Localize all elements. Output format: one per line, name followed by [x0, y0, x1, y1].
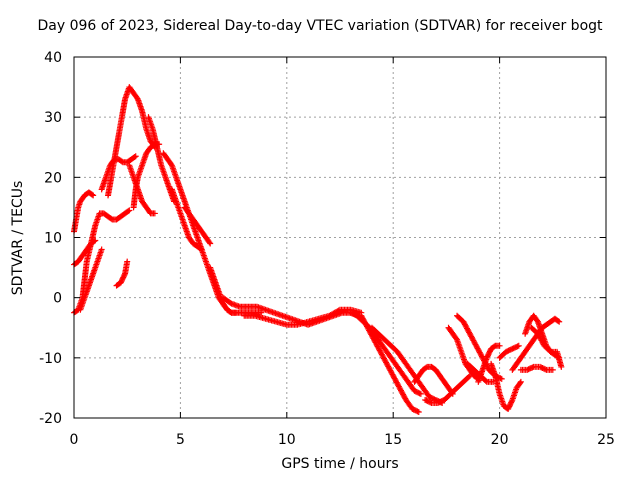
series-s20 — [411, 363, 456, 397]
data-point-trace — [414, 408, 421, 415]
series-s18 — [358, 312, 422, 415]
x-tick-label: 25 — [597, 432, 615, 448]
data-point-trace — [555, 317, 562, 324]
y-tick-label: 20 — [44, 170, 62, 186]
y-tick-label: 40 — [44, 50, 62, 66]
data-point — [207, 240, 214, 247]
series-s16 — [241, 306, 365, 328]
x-tick-label: 20 — [491, 432, 509, 448]
x-tick-label: 5 — [176, 432, 185, 448]
series-s10 — [145, 114, 178, 205]
x-axis-label: GPS time / hours — [281, 456, 399, 472]
data-point — [549, 366, 556, 373]
data-point — [126, 207, 133, 214]
data-point-trace — [453, 335, 460, 342]
series-s7 — [113, 258, 131, 289]
series-s26 — [488, 360, 524, 412]
y-tick-label: 30 — [44, 110, 62, 126]
y-tick-label: 0 — [53, 291, 62, 307]
data-point-trace — [89, 191, 96, 198]
data-point-trace — [542, 366, 549, 373]
data-point — [496, 342, 503, 349]
x-tick-label: 10 — [278, 432, 296, 448]
series-s28 — [509, 315, 563, 373]
data-point-trace — [497, 375, 504, 382]
data-point-trace — [131, 154, 138, 161]
data-point-trace — [465, 373, 472, 380]
data-point-trace — [121, 271, 128, 278]
series-s21 — [422, 372, 473, 406]
data-point — [198, 246, 205, 253]
data-point-trace — [517, 380, 524, 387]
y-axis-label: SDTVAR / TECUs — [10, 180, 26, 296]
data-point-trace — [534, 317, 541, 324]
data-point — [98, 246, 105, 253]
data-point-trace — [91, 238, 98, 245]
data-point-trace — [227, 299, 234, 306]
chart-title: Day 096 of 2023, Sidereal Day-to-day VTE… — [37, 18, 603, 34]
y-tick-label: -20 — [39, 411, 62, 427]
ticks-layer: 0 5 10 15 20 25 -20 -10 0 10 20 30 40 — [39, 50, 615, 448]
data-point-trace — [416, 390, 423, 397]
series-s14 — [207, 264, 239, 316]
data-point — [232, 309, 239, 316]
data-point-trace — [335, 307, 342, 314]
data-point-trace — [546, 347, 553, 354]
series-s9 — [126, 162, 158, 217]
data-point — [417, 390, 424, 397]
data-point-trace — [206, 239, 213, 246]
grid-layer — [74, 57, 606, 418]
data-point — [515, 342, 522, 349]
series-s6 — [105, 84, 158, 199]
x-tick-label: 15 — [384, 432, 402, 448]
data-point — [517, 378, 524, 385]
series-s13 — [181, 204, 214, 247]
data-point-trace — [508, 398, 515, 405]
series-s29 — [517, 363, 556, 373]
series-s19 — [368, 324, 446, 406]
data-point — [498, 375, 505, 382]
data-point-trace — [168, 161, 175, 168]
series-s11 — [160, 150, 265, 316]
data-point-trace — [482, 377, 489, 384]
series-s27 — [496, 342, 522, 361]
data-point-trace — [133, 94, 140, 101]
series-s2 — [71, 189, 97, 235]
series-s25 — [475, 342, 503, 385]
data-point — [90, 192, 97, 199]
x-tick-label: 0 — [70, 432, 79, 448]
y-tick-label: 10 — [44, 231, 62, 247]
series-s31 — [528, 324, 565, 370]
data-point-trace — [125, 208, 132, 215]
data-point-trace — [427, 399, 434, 406]
data-point-trace — [197, 245, 204, 252]
data-point-trace — [514, 343, 521, 350]
data-point-trace — [529, 364, 536, 371]
data-point — [556, 318, 563, 325]
data-points-layer — [71, 84, 565, 415]
series-s4 — [77, 246, 105, 313]
data-point — [558, 363, 565, 370]
series-s12 — [168, 186, 205, 253]
series-s17 — [347, 309, 424, 397]
data-point — [124, 258, 131, 265]
data-point — [415, 408, 422, 415]
data-point — [92, 237, 99, 244]
data-point — [132, 153, 139, 160]
y-tick-label: -10 — [39, 351, 62, 367]
data-point — [151, 210, 158, 217]
series-s3 — [71, 237, 99, 268]
